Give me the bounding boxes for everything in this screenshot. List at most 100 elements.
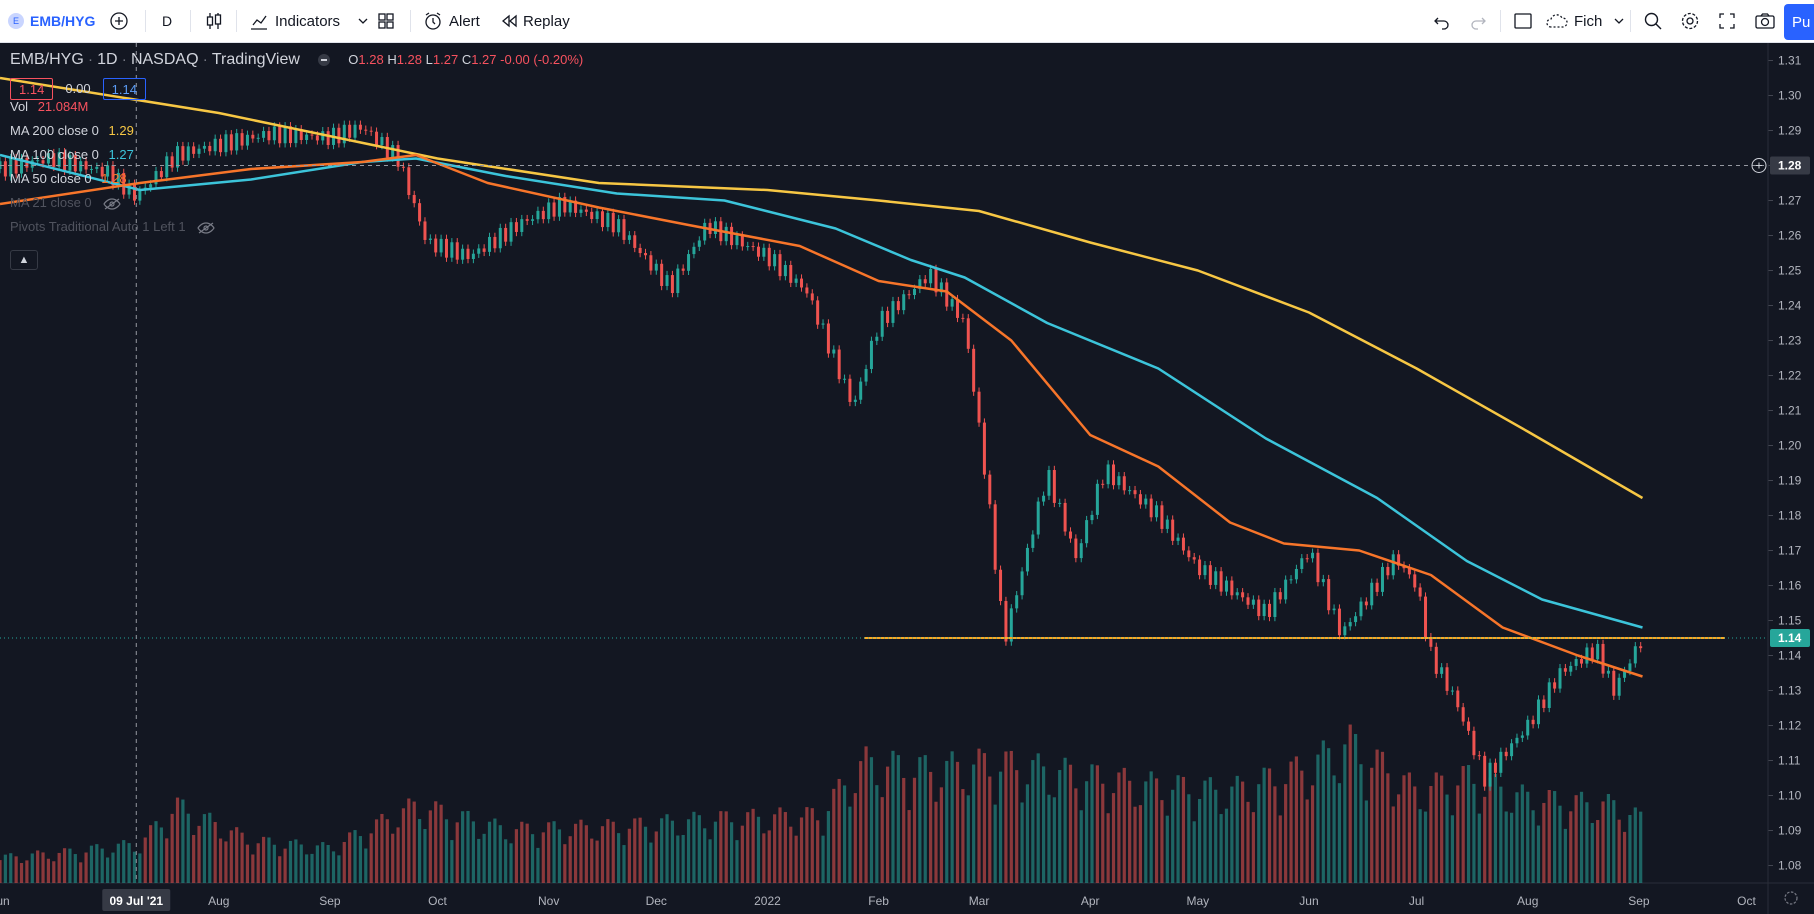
symbol-search-button[interactable]: E EMB/HYG <box>8 0 95 42</box>
candle-body <box>1257 599 1261 617</box>
volume-bar <box>79 862 83 883</box>
y-axis-tick-label: 1.25 <box>1778 264 1802 278</box>
volume-bar <box>1466 765 1471 883</box>
volume-bar <box>1289 761 1293 883</box>
indicator-pivots-hidden[interactable]: Pivots Traditional Auto 1 Left 1 <box>10 219 215 234</box>
candle-body <box>192 146 196 154</box>
compare-add-symbol-button[interactable] <box>108 0 130 42</box>
candle-body <box>1187 550 1191 558</box>
last-price-badge <box>1770 629 1810 647</box>
volume-bar <box>1423 811 1428 883</box>
volume-bar <box>1085 781 1089 883</box>
indicator-ma200[interactable]: MA 200 close 0 1.29 <box>10 123 134 138</box>
y-axis-tick-label: 1.30 <box>1778 89 1802 103</box>
candle-body <box>423 221 427 240</box>
candle-body <box>568 200 572 213</box>
bid-price[interactable]: 1.14 <box>10 78 54 100</box>
candle-body <box>525 219 529 221</box>
fullscreen-mode-button[interactable] <box>1512 0 1534 42</box>
candle-body <box>1268 603 1272 617</box>
candle-body <box>267 131 271 141</box>
eye-crossed-icon[interactable] <box>197 221 215 234</box>
volume-bar <box>1036 753 1040 883</box>
undo-button[interactable] <box>1432 0 1452 42</box>
chart-pane[interactable]: 1.31 1.30 1.29 1.28 1.27 1.26 1.25 1.24 1.23 1.22… <box>0 43 1814 914</box>
replay-button[interactable]: Replay <box>500 0 570 42</box>
publish-button[interactable]: Pu <box>1784 4 1814 40</box>
candle-body <box>670 275 674 294</box>
layouts-button[interactable] <box>375 0 397 42</box>
candle-body <box>531 219 535 221</box>
volume-bar <box>530 834 535 883</box>
save-template-button[interactable]: Fich <box>1544 0 1626 42</box>
volume-bar <box>261 836 266 883</box>
volume-bar <box>832 788 836 883</box>
indicator-ma21-hidden[interactable]: MA 21 close 0 <box>10 195 121 210</box>
alert-button[interactable]: Alert <box>422 0 480 42</box>
indicator-ma50[interactable]: MA 50 close 0 1.28 <box>10 171 127 186</box>
volume-bar <box>735 840 739 883</box>
volume-bar <box>1197 798 1202 883</box>
volume-bar <box>1020 802 1024 883</box>
ma50-line <box>0 153 1643 678</box>
candle-body <box>1391 554 1395 576</box>
volume-bar <box>1176 775 1180 883</box>
candle-body <box>1128 490 1132 492</box>
volume-bar <box>1547 789 1551 883</box>
redo-button[interactable] <box>1468 0 1488 42</box>
volume-bar <box>805 807 809 883</box>
candle-body <box>826 323 830 354</box>
volume-bar <box>1171 789 1175 883</box>
y-axis-tick-label: 1.08 <box>1778 859 1802 873</box>
volume-bar <box>202 814 207 883</box>
alert-label: Alert <box>449 12 480 30</box>
volume-bar <box>907 810 911 883</box>
volume-bar <box>1128 780 1132 883</box>
candle-body <box>988 474 992 505</box>
eye-crossed-icon[interactable] <box>103 197 121 210</box>
price-chart[interactable]: 1.31 1.30 1.29 1.28 1.27 1.26 1.25 1.24 1.23 1.22… <box>0 43 1814 914</box>
indicators-button[interactable]: Indicators <box>248 0 370 42</box>
candle-body <box>1531 719 1535 725</box>
settings-button[interactable] <box>1679 0 1701 42</box>
candle-body <box>1380 566 1384 592</box>
legend-toggle-icon[interactable] <box>318 54 331 67</box>
y-axis-tick-label: 1.29 <box>1778 124 1802 138</box>
candle-body <box>961 317 965 319</box>
collapse-legend-button[interactable]: ▲ <box>10 250 38 270</box>
candle-body <box>396 145 400 167</box>
chart-style-button[interactable] <box>203 0 225 42</box>
volume-bar <box>159 827 163 883</box>
volume-bar <box>762 833 766 883</box>
candle-body <box>972 348 976 392</box>
candle-body <box>482 248 486 252</box>
search-button[interactable] <box>1642 0 1664 42</box>
ask-price[interactable]: 1.14 <box>102 78 146 100</box>
candle-body <box>84 161 88 170</box>
candle-body <box>956 299 960 318</box>
candle-body <box>9 158 13 177</box>
candle-body <box>541 210 545 220</box>
y-axis-tick-label: 1.18 <box>1778 509 1802 523</box>
bid-ask-row: 1.14 0.00 1.14 <box>10 78 146 100</box>
volume-bar <box>358 836 363 883</box>
candle-body <box>907 294 911 296</box>
candle-body <box>294 129 298 144</box>
y-axis-tick-label: 1.20 <box>1778 439 1802 453</box>
indicator-volume[interactable]: Vol 21.084M <box>10 99 88 114</box>
volume-bar <box>251 854 255 883</box>
snapshot-button[interactable] <box>1753 0 1777 42</box>
indicator-ma100[interactable]: MA 100 close 0 1.27 <box>10 147 134 162</box>
fullscreen-button[interactable] <box>1716 0 1738 42</box>
candle-body <box>982 422 986 475</box>
volume-bar <box>482 833 486 883</box>
candle-body <box>853 399 857 402</box>
volume-bar <box>1386 773 1390 883</box>
volume-bar <box>514 829 519 883</box>
candle-body <box>1375 582 1379 592</box>
interval-button[interactable]: D <box>162 0 172 42</box>
candle-body <box>1397 554 1401 566</box>
volume-bar <box>799 817 804 883</box>
candle-body <box>681 268 685 271</box>
volume-bar <box>724 811 728 883</box>
